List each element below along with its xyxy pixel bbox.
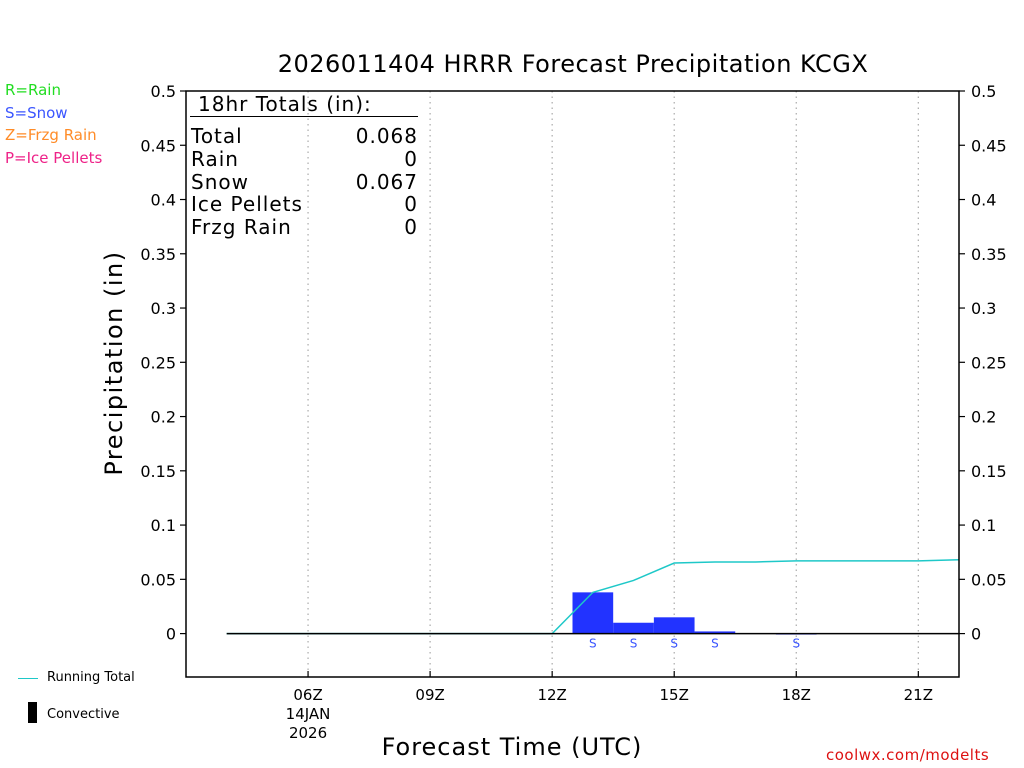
y-tick-label-right: 0.05	[971, 570, 1007, 589]
legend-snow: S=Snow	[5, 104, 68, 122]
x-tick-label: 09Z	[415, 686, 444, 704]
legend-convective-label: Convective	[47, 707, 120, 722]
credit-text: coolwx.com/modelts	[826, 746, 990, 764]
legend-running-total-label: Running Total	[47, 670, 135, 685]
y-tick-label-left: 0.4	[151, 191, 176, 210]
x-tick-label: 18Z	[782, 686, 811, 704]
snow-bar	[694, 631, 736, 634]
legend-running-total-swatch	[18, 678, 38, 679]
y-tick-label-right: 0.4	[971, 191, 996, 210]
ptype-marker-snow: S	[670, 637, 678, 651]
ptype-marker-snow: S	[711, 637, 719, 651]
totals-label-frzg-rain: Frzg Rain	[191, 215, 292, 239]
totals-value-rain: 0	[404, 147, 418, 171]
snow-bar	[572, 592, 614, 634]
totals-value-snow: 0.067	[355, 170, 418, 194]
y-tick-label-right: 0.45	[971, 136, 1007, 155]
y-tick-label-left: 0.1	[151, 516, 176, 535]
y-tick-label-left: 0.35	[140, 245, 176, 264]
totals-value-frzg-rain: 0	[404, 215, 418, 239]
x-tick-label: 2026	[289, 724, 327, 742]
snow-bar	[653, 617, 695, 634]
legend-convective-swatch	[28, 702, 37, 723]
snow-bar	[613, 622, 654, 634]
y-axis-label: Precipitation (in)	[100, 250, 128, 476]
y-tick-label-left: 0.2	[151, 408, 176, 427]
y-tick-label-left: 0.45	[140, 136, 176, 155]
y-tick-label-left: 0	[166, 625, 176, 644]
totals-underline	[190, 116, 418, 117]
x-axis-label: Forecast Time (UTC)	[381, 733, 643, 761]
y-tick-label-right: 0.25	[971, 353, 1007, 372]
legend-rain: R=Rain	[5, 81, 61, 99]
ptype-marker-snow: S	[589, 637, 597, 651]
y-tick-label-right: 0.15	[971, 462, 1007, 481]
y-tick-label-right: 0.35	[971, 245, 1007, 264]
y-tick-label-right: 0.3	[971, 299, 996, 318]
y-tick-label-right: 0.1	[971, 516, 996, 535]
legend-ice-pellets: P=Ice Pellets	[5, 149, 103, 167]
x-tick-label: 21Z	[904, 686, 933, 704]
y-tick-label-left: 0.5	[151, 82, 176, 101]
y-tick-label-left: 0.25	[140, 353, 176, 372]
totals-value-total: 0.068	[355, 124, 418, 148]
ptype-marker-snow: S	[792, 637, 800, 651]
x-tick-label: 15Z	[660, 686, 689, 704]
y-tick-label-right: 0	[971, 625, 981, 644]
totals-label-total: Total	[191, 124, 243, 148]
chart-title: 2026011404 HRRR Forecast Precipitation K…	[277, 50, 869, 78]
x-tick-label: 14JAN	[286, 705, 331, 723]
legend-frzg-rain: Z=Frzg Rain	[5, 126, 97, 144]
totals-header: 18hr Totals (in):	[198, 92, 372, 116]
x-tick-label: 06Z	[293, 686, 322, 704]
plot-frame	[185, 90, 960, 678]
y-tick-label-right: 0.2	[971, 408, 996, 427]
totals-label-rain: Rain	[191, 147, 239, 171]
ptype-marker-snow: S	[630, 637, 638, 651]
y-tick-label-right: 0.5	[971, 82, 996, 101]
axes: 0 00.05 0.050.1 0.10.15 0.150.2 0.20.25 0.250.…	[140, 82, 1006, 742]
y-tick-label-left: 0.05	[140, 570, 176, 589]
y-tick-label-left: 0.3	[151, 299, 176, 318]
totals-label-snow: Snow	[191, 170, 249, 194]
x-tick-label: 12Z	[537, 686, 566, 704]
totals-value-ice-pellets: 0	[404, 192, 418, 216]
totals-label-ice-pellets: Ice Pellets	[191, 192, 303, 216]
y-tick-label-left: 0.15	[140, 462, 176, 481]
